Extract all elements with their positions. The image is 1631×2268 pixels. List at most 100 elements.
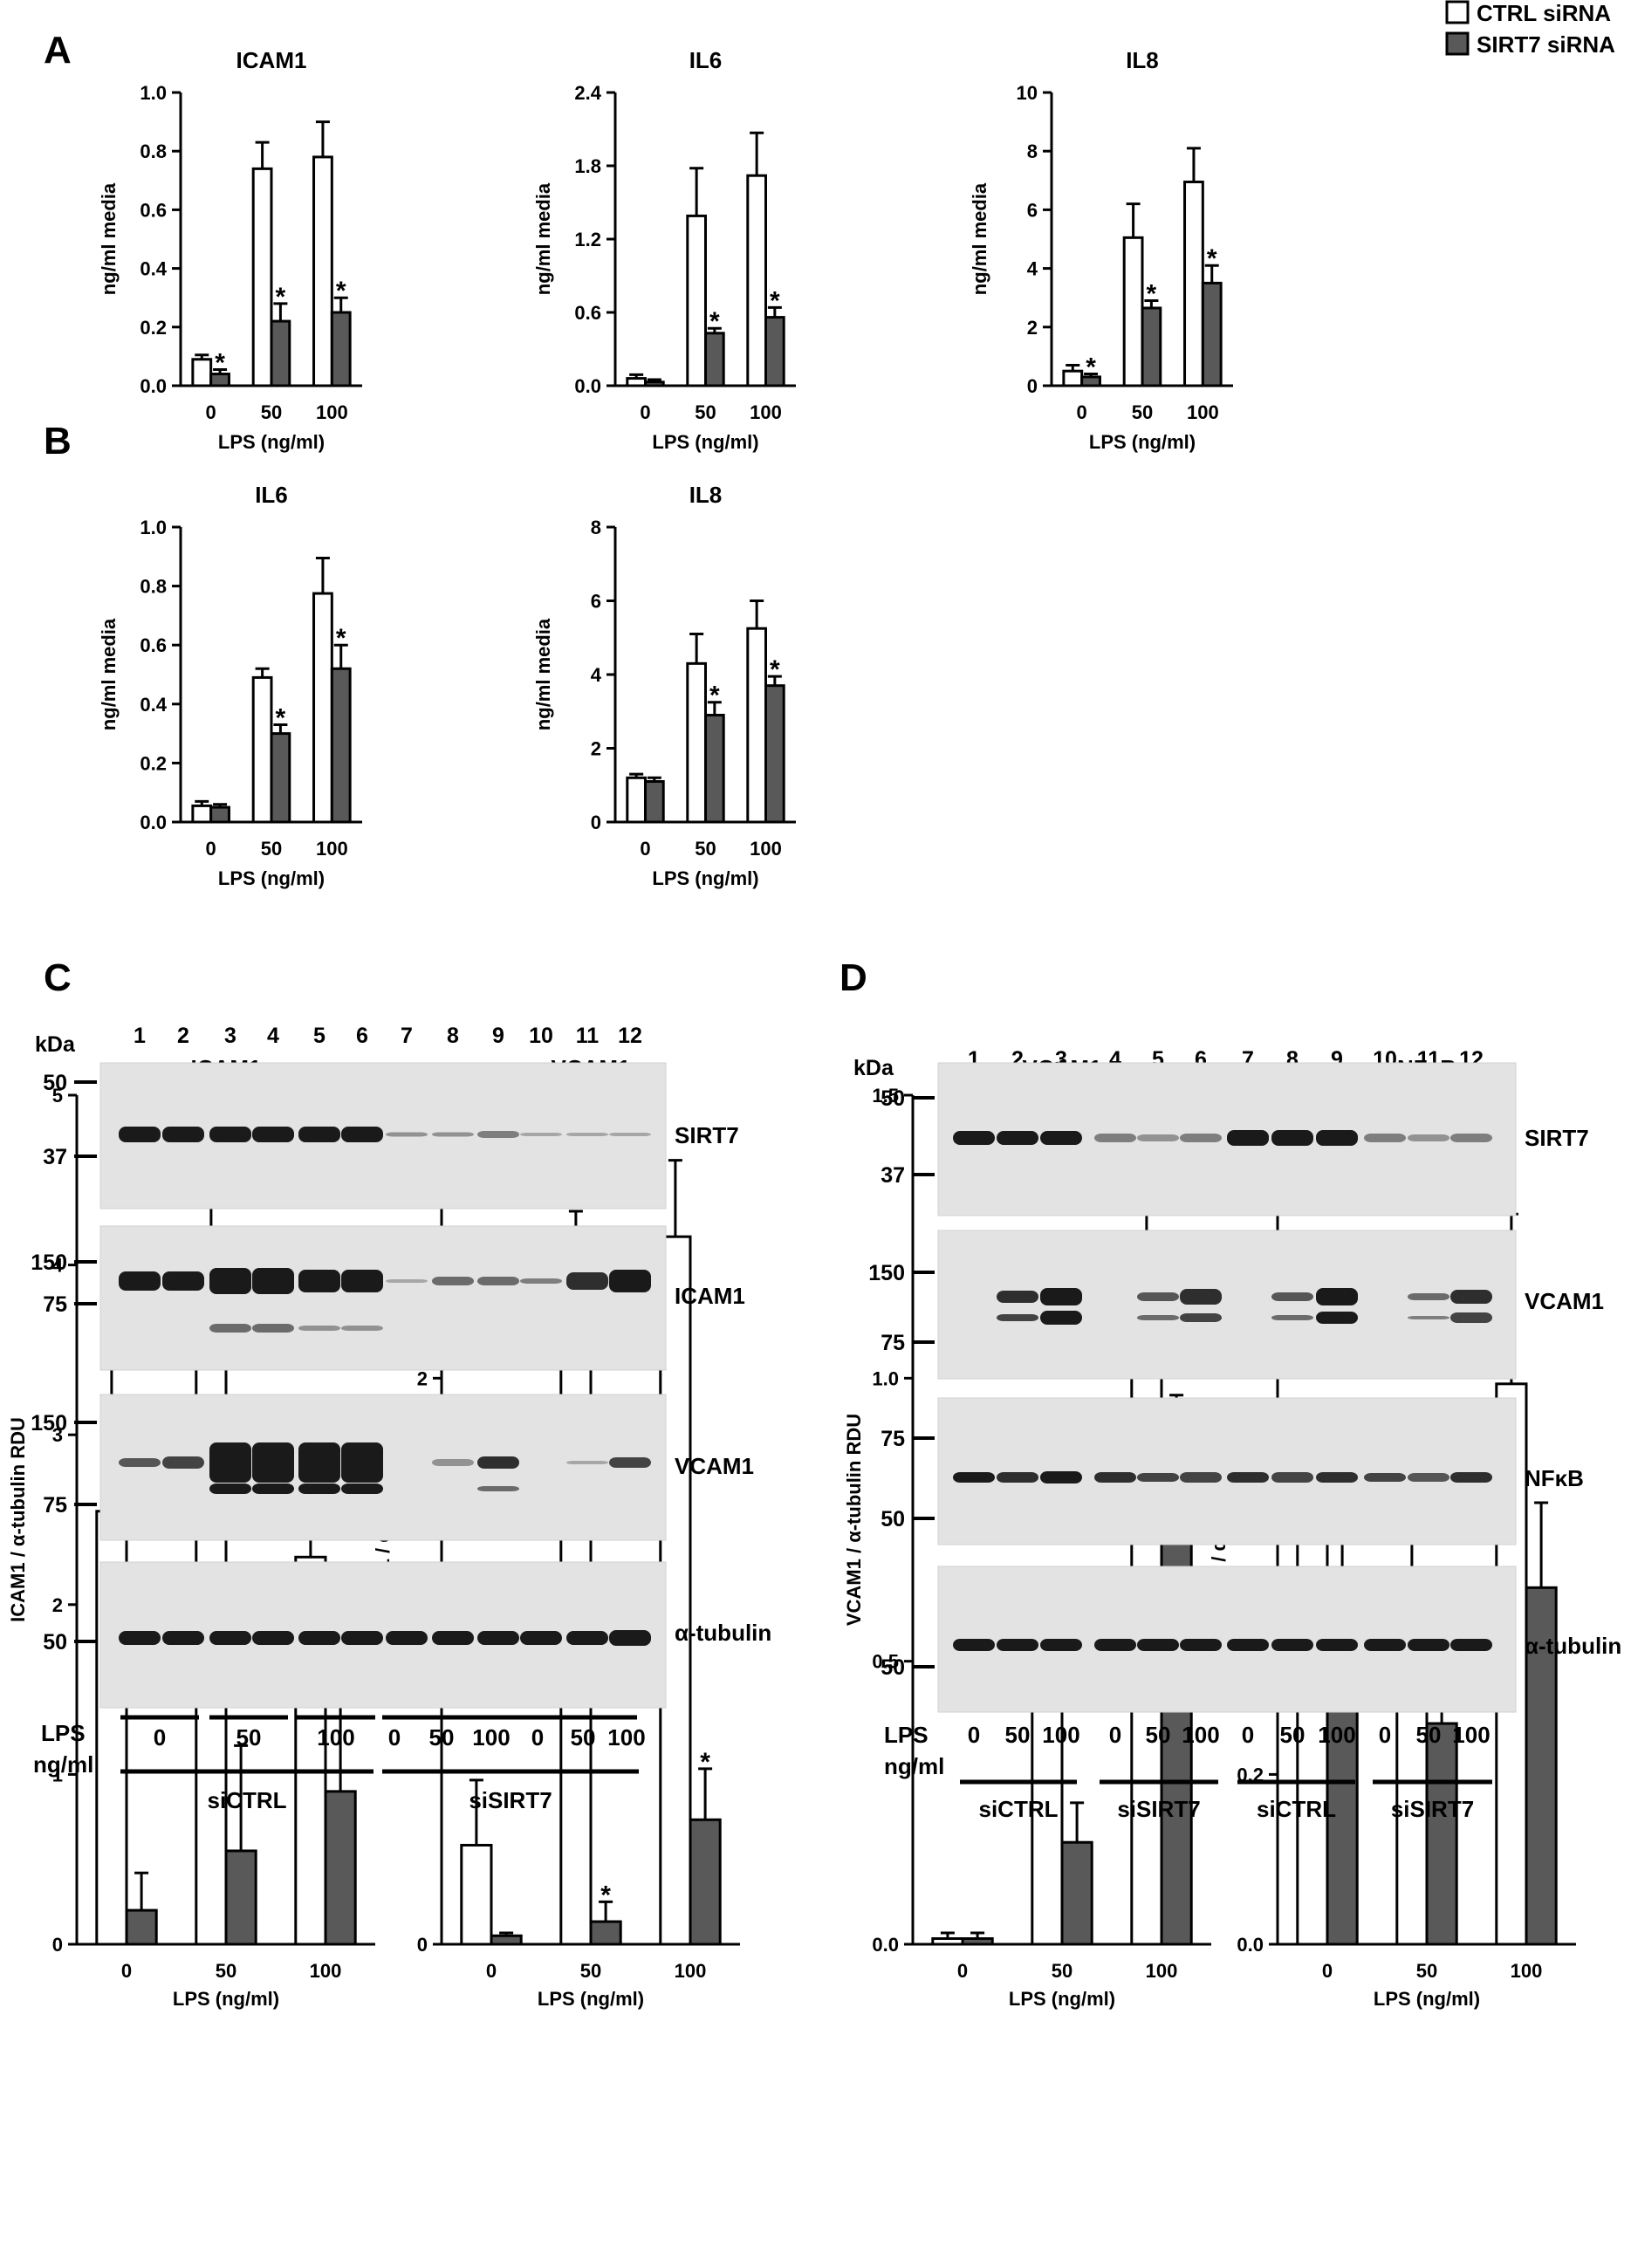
- lps-dose: 50: [1005, 1722, 1031, 1748]
- y-tick-label: 1: [52, 1764, 63, 1785]
- blot-band: [1271, 1639, 1313, 1651]
- blot-label: ICAM1: [675, 1283, 745, 1309]
- lps-dose: 100: [1182, 1722, 1219, 1748]
- y-tick-label: 1.5: [872, 1085, 899, 1107]
- x-tick-label: 0: [640, 838, 650, 860]
- bar-ctrl: [746, 627, 767, 824]
- bar-ctrl: [931, 1937, 964, 1946]
- panel-label-b: B: [44, 420, 72, 463]
- blot-band: [1408, 1316, 1449, 1319]
- blot-band: [432, 1277, 474, 1285]
- bar-sirt7: [704, 332, 725, 387]
- blot-band: [477, 1631, 519, 1645]
- y-tick-label: 1.2: [574, 229, 601, 250]
- blot-band: [209, 1127, 251, 1142]
- blot-band: [119, 1458, 161, 1467]
- y-tick-label: 0.4: [140, 258, 167, 280]
- blot-band: [520, 1133, 562, 1136]
- blot-band: [477, 1277, 519, 1285]
- y-axis-label: ng/ml media: [532, 618, 554, 730]
- blot-band: [477, 1486, 519, 1491]
- bar-sirt7: [764, 684, 785, 824]
- blot-band: [1137, 1473, 1179, 1482]
- y-tick-label: 2: [591, 738, 601, 760]
- bar-ctrl: [312, 155, 333, 387]
- chart-title: IL6: [255, 482, 288, 508]
- x-tick-label: 0: [121, 1960, 132, 1982]
- significance-star: *: [215, 349, 225, 378]
- marker-label: 150: [31, 1250, 67, 1275]
- blot-band: [1137, 1134, 1179, 1141]
- lane-number: 3: [224, 1024, 236, 1048]
- x-tick-label: 50: [695, 838, 716, 860]
- lps-dose: 0: [968, 1722, 980, 1748]
- significance-star: *: [1086, 353, 1096, 382]
- blot-band: [1450, 1472, 1492, 1483]
- bar-sirt7: [689, 1818, 722, 1946]
- bar-ctrl: [191, 804, 213, 824]
- y-tick-label: 0: [417, 1934, 428, 1956]
- lane-number: 4: [267, 1024, 279, 1048]
- blot-band: [1271, 1292, 1313, 1301]
- blot-band: [520, 1631, 562, 1645]
- y-tick-label: 2: [417, 1367, 428, 1389]
- x-tick-label: 100: [316, 838, 348, 860]
- y-tick-label: 6: [591, 591, 601, 613]
- y-tick-label: 0.0: [872, 1934, 899, 1956]
- blot-band: [1408, 1473, 1449, 1482]
- blot-band: [209, 1631, 251, 1645]
- y-tick-label: 0.0: [574, 375, 601, 397]
- y-tick-label: 5: [52, 1085, 63, 1107]
- blot-band: [252, 1442, 294, 1483]
- y-tick-label: 2: [1027, 317, 1038, 339]
- blot-band: [1180, 1134, 1222, 1142]
- y-tick-label: 0.8: [140, 576, 167, 598]
- blot-strip: [937, 1230, 1517, 1380]
- x-tick-label: 0: [957, 1960, 968, 1982]
- lane-number: 12: [618, 1024, 642, 1048]
- bar-ctrl: [251, 167, 273, 387]
- x-tick-label: 0: [1077, 401, 1087, 423]
- significance-star: *: [276, 283, 286, 312]
- blot-band: [432, 1132, 474, 1137]
- marker-label: 37: [881, 1163, 905, 1188]
- group-label: siSIRT7: [469, 1787, 552, 1813]
- blot-label: NFκB: [1525, 1465, 1584, 1491]
- blot-band: [1316, 1472, 1358, 1483]
- blot-band: [953, 1639, 995, 1651]
- blot-band: [386, 1631, 428, 1645]
- blot-band: [953, 1472, 995, 1483]
- blot-band: [566, 1133, 608, 1136]
- lane-number: 7: [401, 1024, 413, 1048]
- unit-label: ng/ml: [33, 1751, 93, 1778]
- marker-label: 75: [881, 1427, 905, 1451]
- blot-band: [1450, 1639, 1492, 1651]
- lps-dose: 100: [317, 1724, 354, 1751]
- bar-sirt7: [125, 1908, 158, 1946]
- y-tick-label: 0.4: [140, 694, 167, 716]
- bar-ctrl: [312, 592, 333, 824]
- blot-label: VCAM1: [1525, 1288, 1604, 1314]
- chart-title: IL6: [689, 47, 723, 73]
- lane-number: 5: [313, 1024, 326, 1048]
- panel-label-c: C: [44, 956, 72, 999]
- blot-band: [1227, 1472, 1269, 1483]
- bar-sirt7: [704, 713, 725, 824]
- chart-2: 0 2 4 6 8 10 IL8 ng/ml media * 0 * 50 * 100 LPS (ng/ml…: [969, 47, 1233, 453]
- y-tick-label: 0.5: [872, 1651, 899, 1673]
- significance-star: *: [336, 624, 346, 653]
- blot-c-lps-annotation: LPS ng/ml 0 50 100 0 50 100 0 50 100 siCTRL siSIRT7: [33, 1715, 646, 1813]
- significance-star: *: [336, 277, 346, 305]
- significance-star: *: [1207, 244, 1217, 273]
- y-tick-label: 0.6: [574, 302, 601, 324]
- blot-d-lps-annotation: LPS ng/ml 0 50 100 0 50 100 0 50 100 0 50 100 siCTRL si…: [884, 1722, 1492, 1822]
- blot-band: [566, 1272, 608, 1290]
- marker-label: 75: [881, 1331, 905, 1355]
- bar-ctrl: [191, 358, 213, 387]
- x-tick-label: 50: [1416, 1960, 1437, 1982]
- bar-sirt7: [324, 1790, 357, 1946]
- y-tick-label: 0.0: [140, 375, 167, 397]
- blot-band: [252, 1631, 294, 1645]
- lps-dose: 50: [1416, 1722, 1442, 1748]
- y-tick-label: 0.6: [140, 199, 167, 221]
